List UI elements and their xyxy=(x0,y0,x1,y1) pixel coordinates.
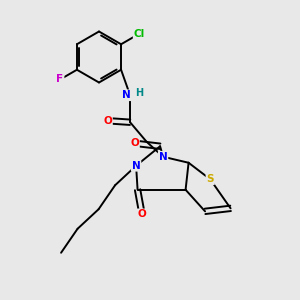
Text: S: S xyxy=(206,174,214,184)
Text: N: N xyxy=(122,90,130,100)
Text: O: O xyxy=(103,116,112,126)
Text: O: O xyxy=(138,209,146,219)
Text: H: H xyxy=(135,88,143,98)
Text: N: N xyxy=(159,152,167,162)
Text: Cl: Cl xyxy=(134,29,145,39)
Text: F: F xyxy=(56,74,64,85)
Text: O: O xyxy=(130,138,139,148)
Text: N: N xyxy=(132,161,140,171)
